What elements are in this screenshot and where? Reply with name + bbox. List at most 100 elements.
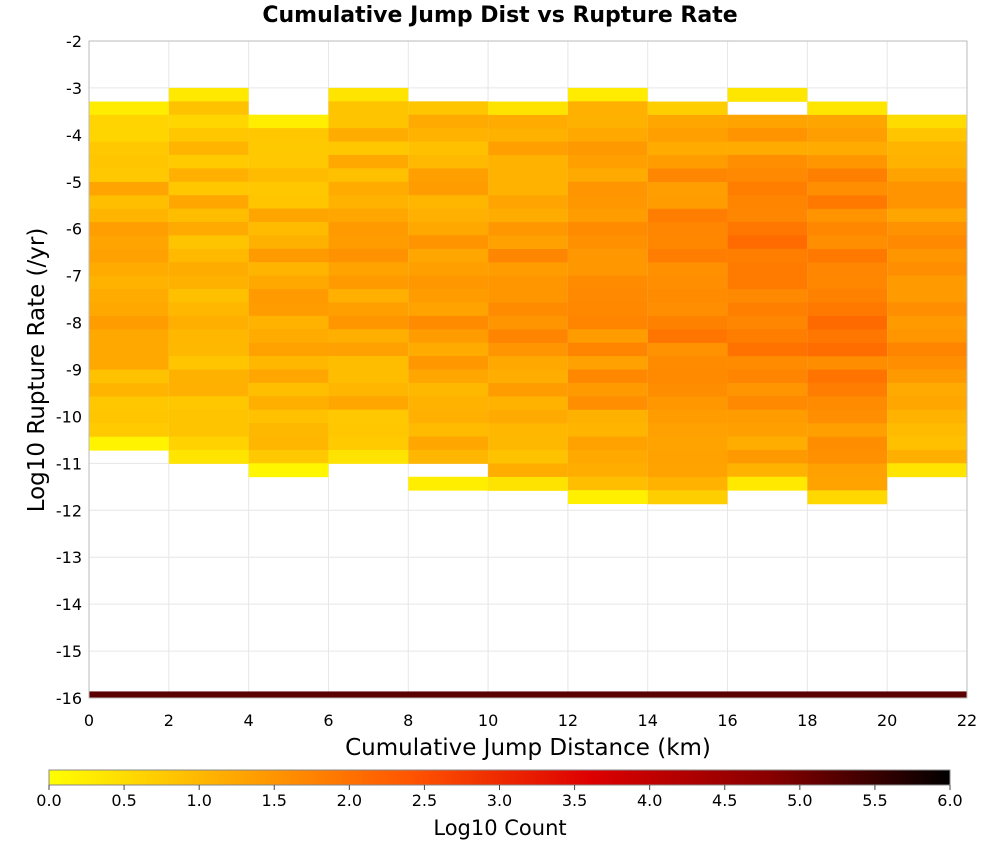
heatmap-cell	[567, 168, 648, 183]
heatmap-cell	[168, 423, 249, 438]
heatmap-cell	[807, 463, 888, 478]
heatmap-cell	[488, 463, 568, 478]
heatmap-cell	[248, 248, 329, 263]
y-tick-label: -13	[56, 548, 82, 567]
heatmap-cell	[647, 128, 728, 143]
heatmap-cell	[328, 235, 409, 250]
heatmap-cell	[887, 262, 967, 277]
heatmap-cell	[488, 235, 568, 250]
y-tick-label: -8	[66, 314, 82, 333]
heatmap-cell	[408, 342, 489, 357]
heatmap-cell	[807, 436, 888, 451]
heatmap-cell	[488, 302, 568, 317]
heatmap-cell	[727, 195, 808, 210]
heatmap-cell	[328, 396, 409, 411]
heatmap-cell	[567, 382, 648, 397]
y-tick-label: -9	[66, 361, 82, 380]
heatmap-cell	[248, 208, 329, 223]
heatmap-cell	[727, 168, 808, 183]
heatmap-cell	[567, 262, 648, 277]
heatmap-cell	[248, 288, 329, 303]
heatmap-cell	[727, 208, 808, 223]
heatmap-cell	[89, 396, 169, 411]
heatmap-cell	[168, 248, 249, 263]
y-axis-ticks: -2 -3 -4 -5 -6 -7 -8 -9 -10 -11 -12 -13 -14 -15 -16	[56, 32, 82, 708]
heatmap-cell	[887, 288, 967, 303]
heatmap-cell	[328, 222, 409, 236]
heatmap-cell	[488, 195, 568, 210]
heatmap-cell	[887, 275, 967, 290]
heatmap-cell	[567, 369, 648, 384]
heatmap-cell	[89, 369, 169, 384]
heatmap-cell	[408, 396, 489, 411]
heatmap-cell	[567, 289, 648, 303]
heatmap-cell	[807, 450, 888, 465]
heatmap-cell	[807, 128, 888, 143]
heatmap-cell	[647, 476, 728, 491]
heatmap-cell	[727, 181, 808, 196]
heatmap-cell	[488, 141, 568, 156]
heatmap-cell	[567, 302, 648, 317]
heatmap-cell	[887, 356, 967, 370]
x-tick-label: 14	[638, 711, 658, 730]
heatmap-cell	[887, 195, 967, 210]
bottom-band-cell	[89, 691, 967, 698]
heatmap-cell	[488, 128, 568, 143]
x-tick-label: 20	[877, 711, 897, 730]
heatmap-cell	[567, 423, 648, 438]
heatmap-cell	[488, 101, 568, 116]
heatmap-cell	[408, 436, 489, 451]
heatmap-cell	[408, 275, 489, 290]
heatmap-cell	[647, 329, 728, 344]
colorbar-tick-label: 1.5	[262, 791, 287, 810]
heatmap-cell	[89, 208, 169, 223]
heatmap-cell	[647, 369, 728, 384]
heatmap-cell	[328, 382, 409, 397]
heatmap-cell	[807, 235, 888, 250]
heatmap-cell	[647, 114, 728, 129]
heatmap-cell	[408, 101, 489, 116]
heatmap-cell	[488, 262, 568, 277]
heatmap-cell	[89, 436, 169, 451]
heatmap-cell	[408, 235, 489, 250]
heatmap-cell	[727, 141, 808, 156]
colorbar-tick-label: 6.0	[937, 791, 962, 810]
heatmap-cell	[408, 262, 489, 277]
x-tick-label: 4	[244, 711, 254, 730]
heatmap-cell	[567, 128, 648, 143]
colorbar-tick-label: 5.5	[862, 791, 887, 810]
heatmap-cell	[248, 181, 329, 196]
heatmap-cell	[248, 154, 329, 169]
y-tick-label: -2	[66, 32, 82, 51]
heatmap-cell	[488, 396, 568, 411]
heatmap-cell	[807, 181, 888, 196]
heatmap-cell	[647, 409, 728, 424]
heatmap-cell	[727, 423, 808, 438]
heatmap-cell	[488, 275, 568, 290]
y-tick-label: -5	[66, 173, 82, 192]
heatmap-cell	[168, 382, 249, 397]
x-axis-ticks: 0 2 4 6 8 10 12 14 16 18 20 22	[84, 711, 977, 730]
y-tick-label: -4	[66, 126, 82, 145]
heatmap-cell	[488, 289, 568, 304]
heatmap-cell	[248, 342, 329, 357]
heatmap-cell	[727, 342, 808, 357]
colorbar-ticks: 0.0 0.5 1.0 1.5 2.0 2.5 3.0 3.5 4.0 4.5 5.0 5.5 6.0	[36, 785, 963, 810]
heatmap-cell	[89, 329, 169, 344]
heatmap-cell	[89, 168, 169, 183]
heatmap-cell	[328, 436, 409, 451]
y-tick-label: -15	[56, 642, 82, 661]
colorbar-tick-label: 3.0	[487, 791, 512, 810]
heatmap-cell	[567, 476, 648, 491]
heatmap-cell	[727, 248, 808, 263]
heatmap-cell	[567, 315, 648, 330]
heatmap-cell	[328, 342, 409, 357]
x-tick-label: 10	[478, 711, 498, 730]
heatmap-cell	[488, 476, 568, 491]
heatmap-cell	[488, 342, 568, 357]
heatmap-cell	[89, 289, 169, 304]
heatmap-cell	[488, 369, 568, 384]
heatmap-cell	[168, 315, 249, 330]
heatmap-cell	[727, 409, 808, 424]
heatmap-cell	[647, 436, 728, 451]
